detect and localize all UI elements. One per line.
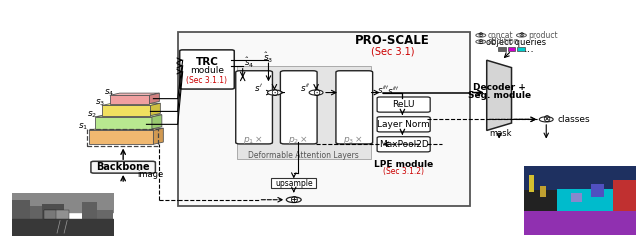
Text: $s'''$: $s'''$ [387, 85, 399, 96]
Text: Seg. module: Seg. module [468, 91, 531, 100]
Text: $p_1\times$: $p_1\times$ [243, 134, 263, 146]
Text: TRC: TRC [196, 57, 218, 67]
Text: ⊕: ⊕ [289, 195, 298, 205]
Circle shape [268, 90, 282, 95]
Text: ReLU: ReLU [392, 100, 415, 109]
Bar [508, 47, 515, 51]
Bar [517, 47, 525, 51]
Text: Deformable Attention Layers: Deformable Attention Layers [248, 151, 359, 160]
Text: mask: mask [490, 129, 512, 138]
Text: concat: concat [488, 31, 513, 40]
Bar [540, 186, 546, 197]
Bar [571, 193, 582, 202]
Text: $\hat{s}_3$: $\hat{s}_3$ [262, 50, 273, 65]
Polygon shape [89, 128, 163, 131]
Bar [88, 129, 158, 146]
FancyBboxPatch shape [280, 71, 317, 144]
Bar [237, 66, 371, 159]
Text: ⊙: ⊙ [270, 88, 278, 97]
Polygon shape [95, 117, 152, 129]
Polygon shape [150, 103, 161, 116]
Circle shape [286, 197, 301, 203]
Text: Layer Norm: Layer Norm [377, 120, 430, 129]
Text: object queries: object queries [486, 38, 547, 47]
Circle shape [516, 33, 527, 37]
Bar [12, 199, 29, 219]
FancyBboxPatch shape [377, 117, 430, 132]
Text: addition: addition [488, 37, 519, 46]
Polygon shape [102, 103, 161, 106]
FancyBboxPatch shape [336, 71, 372, 144]
Bar [524, 166, 636, 193]
Bar [271, 179, 316, 188]
Bar [557, 189, 619, 211]
Text: $s'''$: $s'''$ [376, 84, 389, 95]
Text: module: module [190, 66, 224, 75]
Text: product: product [529, 31, 558, 40]
Text: ...: ... [524, 44, 535, 54]
FancyBboxPatch shape [236, 71, 273, 144]
Bar [83, 202, 97, 219]
Text: $\hat{s}_4$: $\hat{s}_4$ [244, 56, 254, 70]
Bar [178, 32, 470, 206]
Text: ⊗: ⊗ [542, 114, 550, 124]
Text: MaxPool2D: MaxPool2D [379, 140, 429, 149]
Text: classes: classes [557, 115, 590, 124]
Text: ⊗: ⊗ [518, 32, 524, 38]
Bar [591, 184, 604, 197]
Bar [529, 175, 534, 192]
Polygon shape [110, 93, 159, 95]
Text: $s_4$: $s_4$ [104, 88, 114, 98]
Text: Backbone: Backbone [97, 162, 150, 172]
Bar [524, 209, 636, 235]
Text: ⊕: ⊕ [478, 32, 484, 38]
Bar [524, 190, 557, 211]
Text: $p_3\times$: $p_3\times$ [343, 134, 364, 146]
Polygon shape [150, 93, 159, 104]
FancyBboxPatch shape [377, 97, 430, 112]
Text: (Sec 3.1): (Sec 3.1) [371, 47, 414, 57]
FancyBboxPatch shape [91, 161, 156, 173]
Circle shape [309, 90, 323, 95]
Bar [44, 210, 69, 219]
Text: $p_2\times$: $p_2\times$ [288, 134, 308, 146]
Text: ⊙: ⊙ [312, 88, 320, 97]
Text: $s'$: $s'$ [254, 82, 262, 92]
Polygon shape [154, 128, 163, 144]
Text: image: image [137, 170, 163, 179]
Polygon shape [95, 115, 162, 117]
Text: ⊕: ⊕ [478, 39, 484, 45]
Bar [29, 206, 42, 219]
Circle shape [476, 40, 486, 44]
FancyBboxPatch shape [180, 50, 234, 89]
Text: (Sec 3.1.2): (Sec 3.1.2) [383, 167, 424, 176]
FancyBboxPatch shape [377, 137, 430, 152]
Bar [498, 47, 506, 51]
Text: $s''$: $s''$ [300, 82, 310, 92]
Bar [613, 180, 636, 211]
Text: Decoder +: Decoder + [473, 83, 525, 91]
Text: LPE module: LPE module [374, 160, 433, 169]
Bar [42, 204, 64, 219]
Text: $s_2$: $s_2$ [87, 109, 97, 120]
Polygon shape [89, 131, 154, 144]
Text: (Sec 3.1.1): (Sec 3.1.1) [186, 76, 227, 85]
Bar [44, 210, 56, 219]
Circle shape [540, 117, 553, 122]
Bar [97, 210, 113, 219]
Text: $s_1$: $s_1$ [78, 122, 88, 132]
Polygon shape [486, 60, 511, 131]
Circle shape [476, 33, 486, 37]
Polygon shape [152, 115, 162, 129]
Text: PRO-SCALE: PRO-SCALE [355, 34, 430, 47]
Text: upsample: upsample [275, 179, 312, 188]
Polygon shape [110, 95, 150, 104]
Text: $s_3$: $s_3$ [95, 97, 105, 108]
Polygon shape [102, 106, 150, 116]
